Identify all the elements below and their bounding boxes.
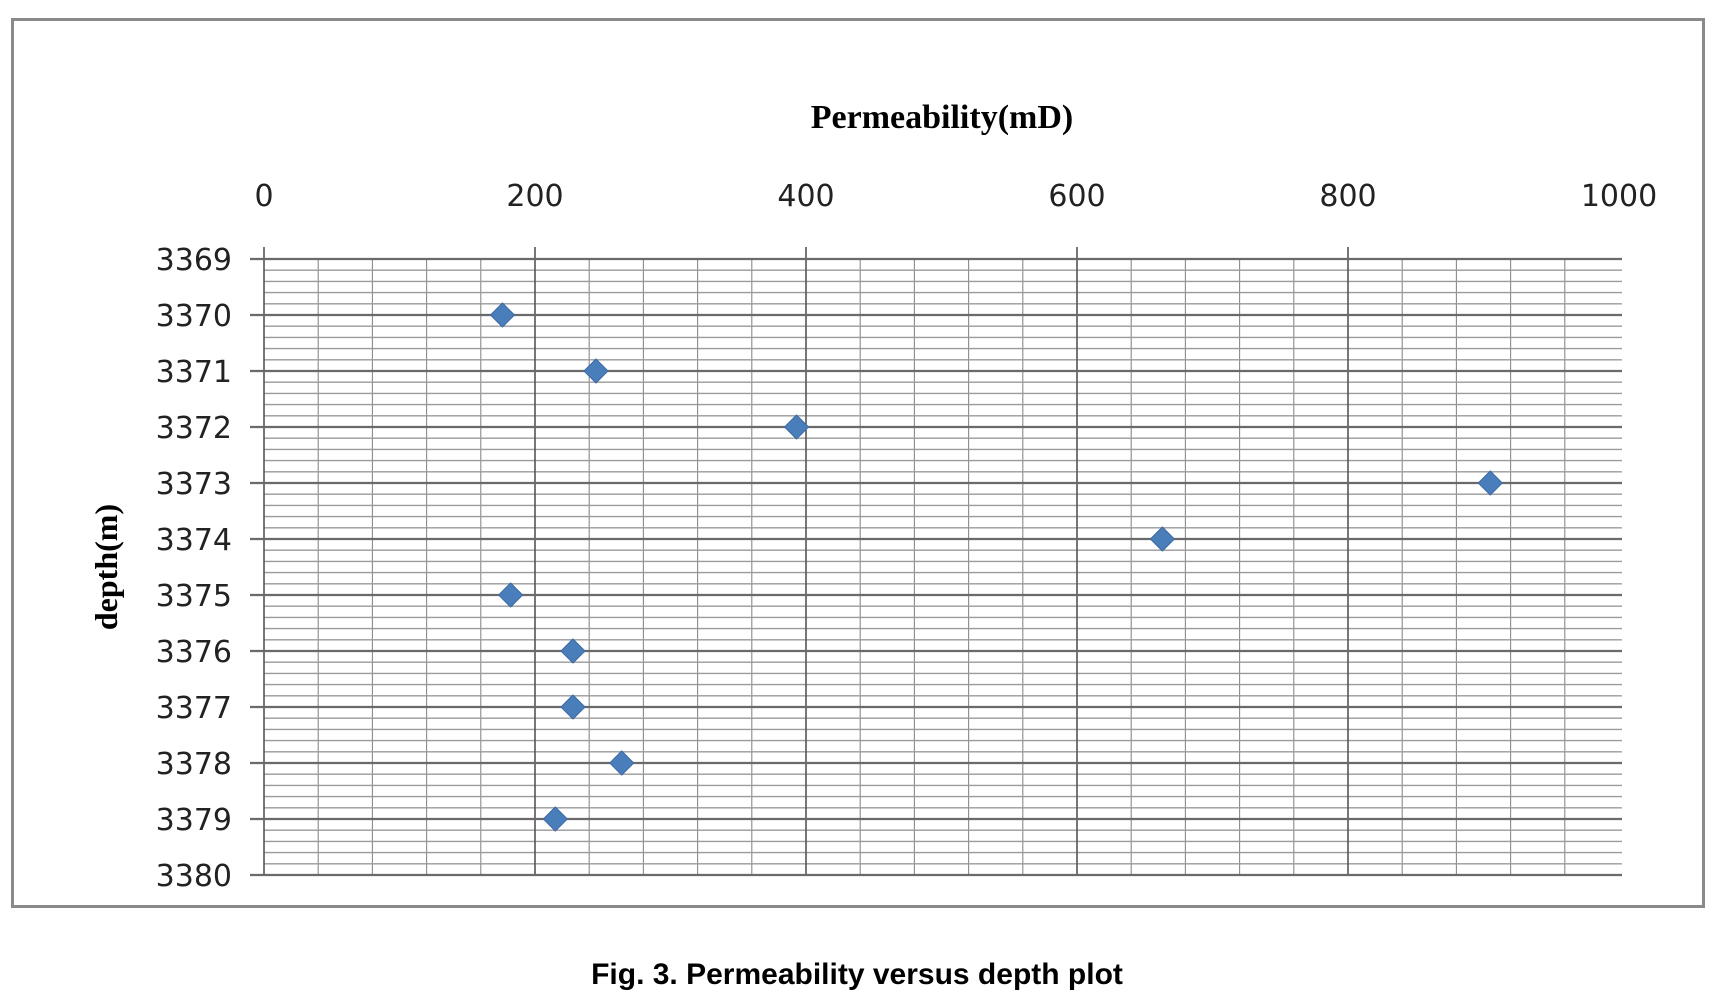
major-gridlines xyxy=(250,247,1622,877)
minor-gridlines xyxy=(264,259,1622,875)
data-point-diamond-icon xyxy=(1149,526,1176,552)
y-tick-label: 3379 xyxy=(156,803,232,838)
y-tick-label: 3375 xyxy=(156,579,232,614)
data-point-diamond-icon xyxy=(560,694,586,720)
x-axis-tick-labels: 0 200 400 600 800 1000 xyxy=(254,179,1657,214)
y-tick-label: 3369 xyxy=(156,243,232,278)
data-point-diamond-icon xyxy=(560,638,586,664)
data-points xyxy=(489,302,1503,832)
data-point-diamond-icon xyxy=(1477,470,1503,496)
data-point-diamond-icon xyxy=(497,582,524,608)
data-point-diamond-icon xyxy=(489,302,516,328)
x-tick-label: 800 xyxy=(1319,179,1376,214)
y-tick-label: 3370 xyxy=(156,299,232,334)
x-tick-label: 600 xyxy=(1048,179,1105,214)
y-tick-label: 3374 xyxy=(156,523,232,558)
y-tick-label: 3373 xyxy=(156,467,232,502)
x-tick-label: 1000 xyxy=(1581,179,1657,214)
data-point-diamond-icon xyxy=(609,750,635,776)
y-axis-title: depth(m) xyxy=(88,504,124,630)
x-tick-label: 0 xyxy=(254,179,273,214)
y-tick-label: 3376 xyxy=(156,635,232,670)
y-tick-label: 3371 xyxy=(156,355,232,390)
y-tick-label: 3377 xyxy=(156,691,232,726)
chart-frame xyxy=(11,18,1705,908)
x-tick-label: 400 xyxy=(777,179,834,214)
data-point-diamond-icon xyxy=(583,358,609,384)
y-tick-label: 3378 xyxy=(156,747,232,782)
figure-caption: Fig. 3. Permeability versus depth plot xyxy=(591,958,1123,991)
y-tick-label: 3380 xyxy=(156,859,232,894)
data-point-diamond-icon xyxy=(783,414,810,440)
x-tick-label: 200 xyxy=(506,179,563,214)
y-axis-tick-labels: 3369 3370 3371 3372 3373 3374 3375 3376 3377 3378… xyxy=(156,243,232,894)
x-axis-title: Permeability(mD) xyxy=(811,99,1073,136)
y-tick-label: 3372 xyxy=(156,411,232,446)
data-point-diamond-icon xyxy=(542,806,569,832)
